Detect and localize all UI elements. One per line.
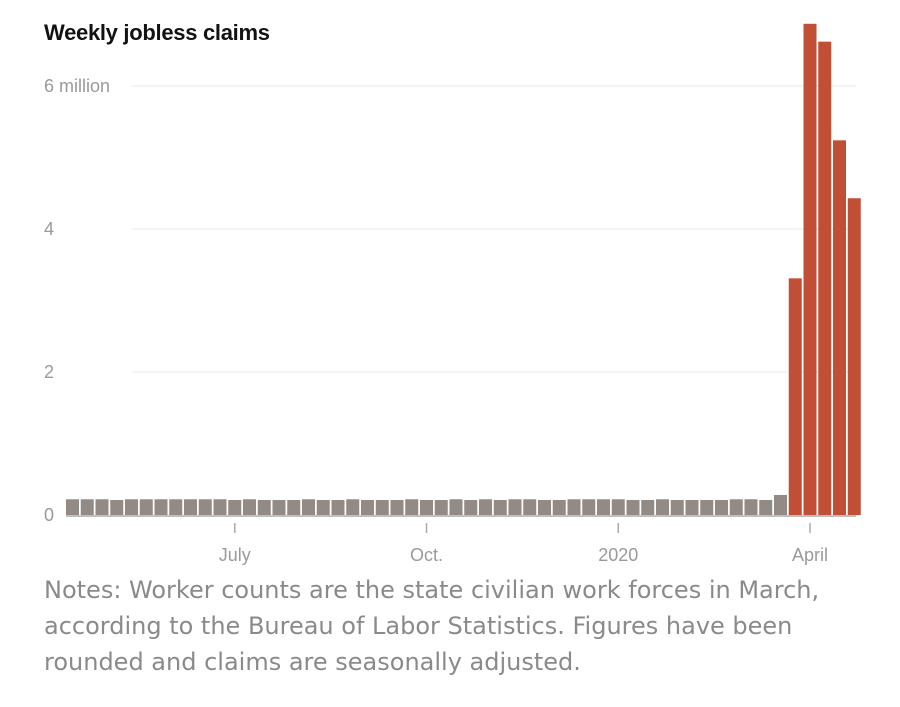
bars [66,23,861,516]
bar [464,499,478,515]
jobless-claims-bar-chart: 0 2 4 6 million July Oct. 2020 April [44,23,861,565]
bar [405,499,419,515]
bar [611,499,625,515]
bar [670,499,684,515]
y-tick-label: 2 [44,362,54,382]
y-tick-label: 6 million [44,76,110,96]
y-tick-label: 4 [44,219,54,239]
bar [184,499,197,515]
bar [479,499,492,515]
bar [316,499,330,515]
bar [375,499,389,515]
bar [66,499,79,515]
bar [538,499,551,515]
bar [759,499,773,515]
bar [833,140,846,515]
bar [154,499,168,515]
bar [139,499,153,515]
bar [95,499,109,515]
bar [847,198,861,515]
gridlines [132,85,856,373]
bar [169,499,183,515]
axis-labels: 0 2 4 6 million July Oct. 2020 April [44,76,828,565]
x-tick-label: July [219,545,251,565]
bar [272,499,286,515]
bar [744,499,758,515]
bar [641,499,655,515]
y-tick-label: 0 [44,505,54,525]
bar [656,499,669,515]
x-tick-label: 2020 [598,545,638,565]
bar [257,499,271,515]
bar [361,499,374,515]
bar [110,499,124,515]
bar [302,499,315,515]
bar [449,499,463,515]
bar [523,499,537,515]
bar [390,499,404,515]
bar [213,499,227,515]
bar [346,499,360,515]
x-tick-label: April [792,545,828,565]
chart-notes: Notes: Worker counts are the state civil… [44,576,820,676]
bar [729,499,743,515]
bar [788,278,802,515]
bar [567,499,581,515]
bar [198,499,212,515]
bar [774,494,787,515]
bar [685,499,699,515]
bar [552,499,566,515]
bar [243,499,256,515]
bar [493,499,507,515]
bar [125,499,138,515]
bar [803,23,817,515]
x-axis [66,515,856,533]
bar [582,499,596,515]
chart-title: Weekly jobless claims [44,20,270,45]
bar [597,499,610,515]
bar [331,499,345,515]
x-tick-label: Oct. [410,545,443,565]
bar [626,499,640,515]
bar [508,499,522,515]
bar [287,499,301,515]
bar [434,499,448,515]
bar [715,499,728,515]
bar [80,499,94,515]
bar [700,499,714,515]
bar [228,499,242,515]
bar [818,41,832,516]
bar [420,499,433,515]
